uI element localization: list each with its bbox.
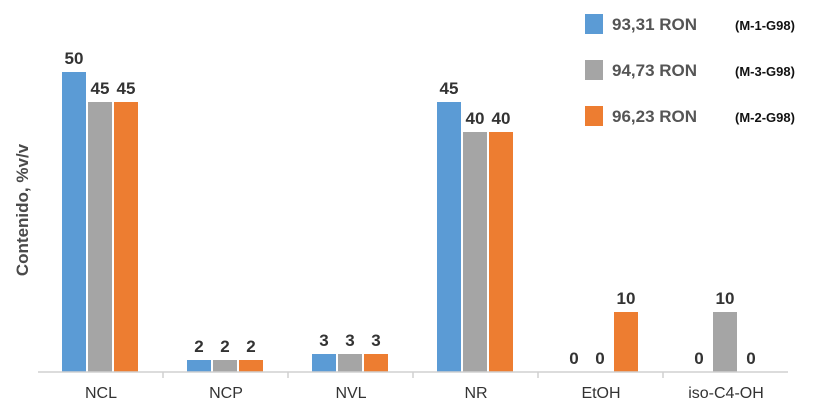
- legend: 93,31 RON (M-1-G98) 94,73 RON (M-3-G98) 96,2…: [585, 14, 795, 126]
- data-label-NVL-3: 3: [371, 331, 380, 350]
- legend-label-3: 96,23 RON: [612, 107, 697, 126]
- x-tick-label: NCP: [209, 385, 243, 402]
- bar-EtOH-3: [614, 312, 638, 372]
- bars-layer: [62, 72, 737, 372]
- data-label-NR-1: 45: [440, 79, 459, 98]
- bar-NCP-3: [239, 360, 263, 372]
- data-label-NCP-2: 2: [220, 337, 229, 356]
- legend-note-1: (M-1-G98): [735, 18, 795, 33]
- x-tick-label: EtOH: [581, 385, 620, 402]
- bar-NCL-1: [62, 72, 86, 372]
- data-label-NCL-1: 50: [65, 49, 84, 68]
- data-label-EtOH-3: 10: [617, 289, 636, 308]
- y-axis-label: Contenido, %v/v: [13, 143, 32, 276]
- legend-label-2: 94,73 RON: [612, 61, 697, 80]
- bar-NVL-1: [312, 354, 336, 372]
- legend-note-2: (M-3-G98): [735, 64, 795, 79]
- x-tick-label: iso-C4-OH: [688, 385, 764, 402]
- x-tick-label: NVL: [335, 385, 366, 402]
- legend-swatch-1: [585, 14, 603, 34]
- bar-NCP-1: [187, 360, 211, 372]
- data-label-NCL-3: 45: [117, 79, 136, 98]
- data-label-NVL-2: 3: [345, 331, 354, 350]
- data-label-NCP-1: 2: [194, 337, 203, 356]
- x-tick-label: NR: [464, 385, 487, 402]
- data-label-NCL-2: 45: [91, 79, 110, 98]
- bar-NCL-3: [114, 102, 138, 372]
- x-tick-label: NCL: [85, 385, 117, 402]
- bar-NR-1: [437, 102, 461, 372]
- bar-NR-2: [463, 132, 487, 372]
- bar-NCP-2: [213, 360, 237, 372]
- legend-label-1: 93,31 RON: [612, 15, 697, 34]
- data-label-iso-C4-OH-1: 0: [694, 349, 703, 368]
- data-label-NR-2: 40: [466, 109, 485, 128]
- bar-iso-C4-OH-2: [713, 312, 737, 372]
- data-label-EtOH-2: 0: [595, 349, 604, 368]
- data-label-NCP-3: 2: [246, 337, 255, 356]
- bar-NCL-2: [88, 102, 112, 372]
- bar-NR-3: [489, 132, 513, 372]
- x-axis-ticks: NCL NCP NVL NR EtOH iso-C4-OH: [85, 372, 764, 402]
- data-label-NVL-1: 3: [319, 331, 328, 350]
- bar-NVL-3: [364, 354, 388, 372]
- data-label-EtOH-1: 0: [569, 349, 578, 368]
- data-label-NR-3: 40: [492, 109, 511, 128]
- legend-swatch-2: [585, 60, 603, 80]
- legend-note-3: (M-2-G98): [735, 110, 795, 125]
- legend-swatch-3: [585, 106, 603, 126]
- data-label-iso-C4-OH-2: 10: [716, 289, 735, 308]
- data-label-iso-C4-OH-3: 0: [746, 349, 755, 368]
- bar-NVL-2: [338, 354, 362, 372]
